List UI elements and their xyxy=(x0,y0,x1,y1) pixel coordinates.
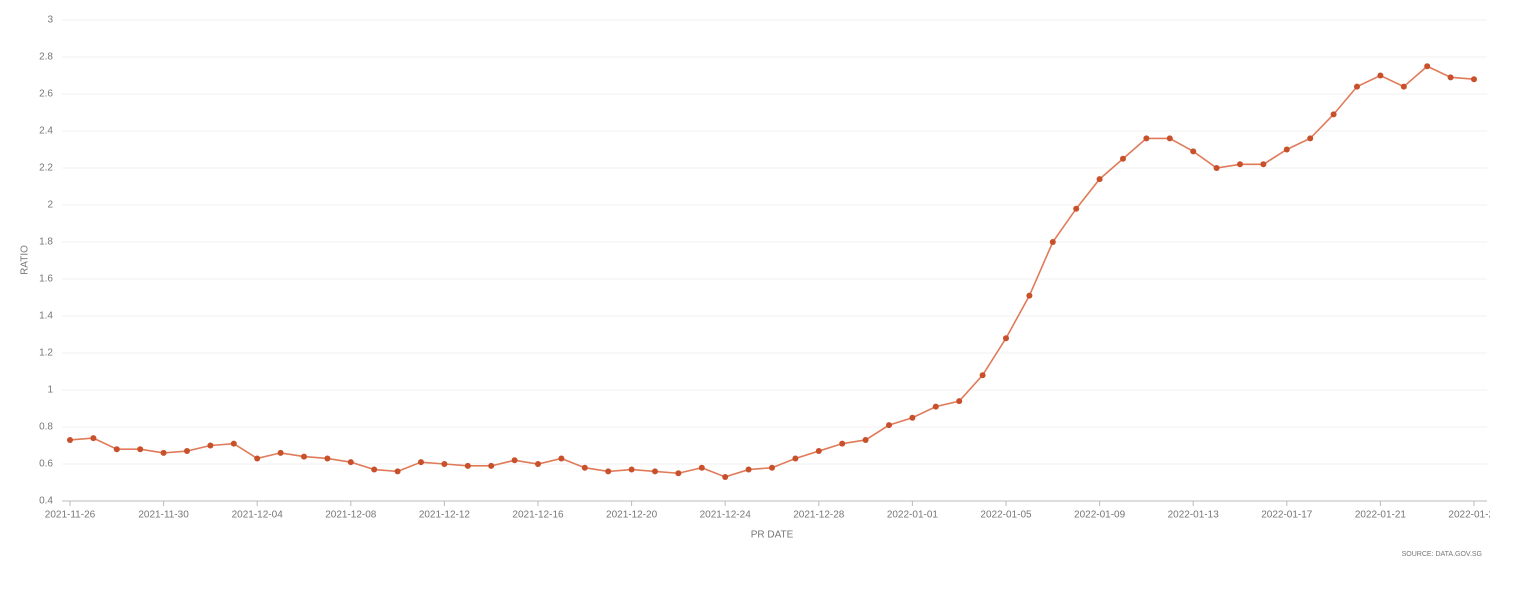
point xyxy=(90,435,97,442)
point xyxy=(301,453,307,460)
point xyxy=(67,436,73,443)
point xyxy=(113,446,120,453)
x-tick-label: 2021-12-08 xyxy=(325,510,377,521)
point xyxy=(675,470,682,477)
point xyxy=(1307,135,1314,142)
y-axis-label: RATIO xyxy=(20,245,31,275)
point xyxy=(511,457,518,464)
x-tick-label: 2022-01-17 xyxy=(1261,510,1313,521)
point xyxy=(1377,72,1384,79)
point xyxy=(745,466,752,473)
point xyxy=(839,440,846,447)
x-tick-label: 2022-01-09 xyxy=(1074,510,1126,521)
point xyxy=(535,461,541,467)
point xyxy=(1330,111,1337,118)
point xyxy=(1120,155,1126,162)
x-tick-label: 2021-12-20 xyxy=(606,510,658,521)
x-tick-label: 2021-12-04 xyxy=(232,510,284,521)
point xyxy=(722,473,729,480)
y-tick-label: 0.6 xyxy=(39,459,53,470)
y-tick-label: 2.2 xyxy=(39,163,53,174)
x-tick-label: 2022-01-21 xyxy=(1355,510,1407,521)
x-tick-label: 2021-12-28 xyxy=(793,510,845,521)
x-tick-label: 2022-01-05 xyxy=(980,510,1032,521)
point xyxy=(1400,83,1407,90)
point xyxy=(979,372,986,379)
point xyxy=(418,459,424,466)
x-tick-label: 2021-12-16 xyxy=(512,510,564,521)
x-tick-label: 2021-12-12 xyxy=(419,510,471,521)
x-tick-label: 2022-01-13 xyxy=(1168,510,1220,521)
x-tick-label: 2022-01-01 xyxy=(887,510,939,521)
point xyxy=(1471,76,1477,83)
y-tick-label: 0.4 xyxy=(39,496,53,507)
point xyxy=(1143,135,1150,142)
point xyxy=(932,403,939,410)
point xyxy=(1354,83,1360,90)
point xyxy=(628,466,635,473)
point xyxy=(324,455,331,462)
point xyxy=(160,449,167,456)
y-tick-label: 1.8 xyxy=(39,237,53,248)
y-tick-label: 0.8 xyxy=(39,422,53,433)
x-tick-label: 2021-11-26 xyxy=(45,510,96,521)
point xyxy=(1190,148,1197,155)
point xyxy=(1283,146,1290,153)
point xyxy=(815,448,822,455)
point xyxy=(652,468,658,475)
point xyxy=(277,449,284,456)
point xyxy=(1447,74,1454,81)
y-tick-label: 2 xyxy=(47,200,53,211)
x-tick-label: 2021-11-30 xyxy=(138,510,189,521)
point xyxy=(581,464,588,471)
point xyxy=(909,414,916,421)
x-tick-label: 2022-01-25 xyxy=(1448,510,1500,521)
point xyxy=(1049,239,1056,245)
series-line xyxy=(69,65,1475,478)
source: SOURCE: DATA.GOV.SG xyxy=(1402,551,1482,558)
point xyxy=(137,446,144,453)
point xyxy=(1166,135,1173,142)
y-tick-label: 1.6 xyxy=(39,274,53,285)
point xyxy=(558,455,565,462)
y-tick-label: 1 xyxy=(47,385,53,396)
point xyxy=(371,466,378,473)
x-axis-label: PR DATE xyxy=(751,530,794,541)
y-tick-label: 1.2 xyxy=(39,348,53,359)
point xyxy=(347,459,354,466)
point xyxy=(1026,292,1033,299)
point xyxy=(254,455,261,462)
point xyxy=(184,448,190,455)
point xyxy=(488,462,495,469)
point xyxy=(769,464,775,471)
point xyxy=(464,462,471,469)
y-tick-label: 1.4 xyxy=(39,311,53,322)
plot: 0.4 0.6 0.8 1 1.2 1.4 1.6 1.8 2 2.2 2.4 2.6 2.8 3 2021… xyxy=(39,15,1500,521)
point xyxy=(207,442,214,449)
point xyxy=(230,440,237,447)
point xyxy=(605,468,612,475)
x-tick-label: 2021-12-24 xyxy=(700,510,752,521)
point xyxy=(1260,161,1267,168)
y-tick-label: 3 xyxy=(47,15,53,26)
point xyxy=(862,436,869,443)
point xyxy=(886,422,892,429)
point xyxy=(1213,165,1220,171)
point xyxy=(1073,205,1080,212)
point xyxy=(1237,161,1243,168)
y-tick-label: 2.6 xyxy=(39,89,53,100)
point xyxy=(394,468,401,475)
y-tick-label: 2.4 xyxy=(39,126,53,137)
point xyxy=(1096,176,1103,183)
point xyxy=(1424,63,1431,70)
y-tick-label: 2.8 xyxy=(39,52,53,63)
point xyxy=(1003,335,1009,342)
point xyxy=(441,461,448,467)
point xyxy=(698,464,705,471)
point xyxy=(792,455,799,462)
point xyxy=(956,398,963,405)
